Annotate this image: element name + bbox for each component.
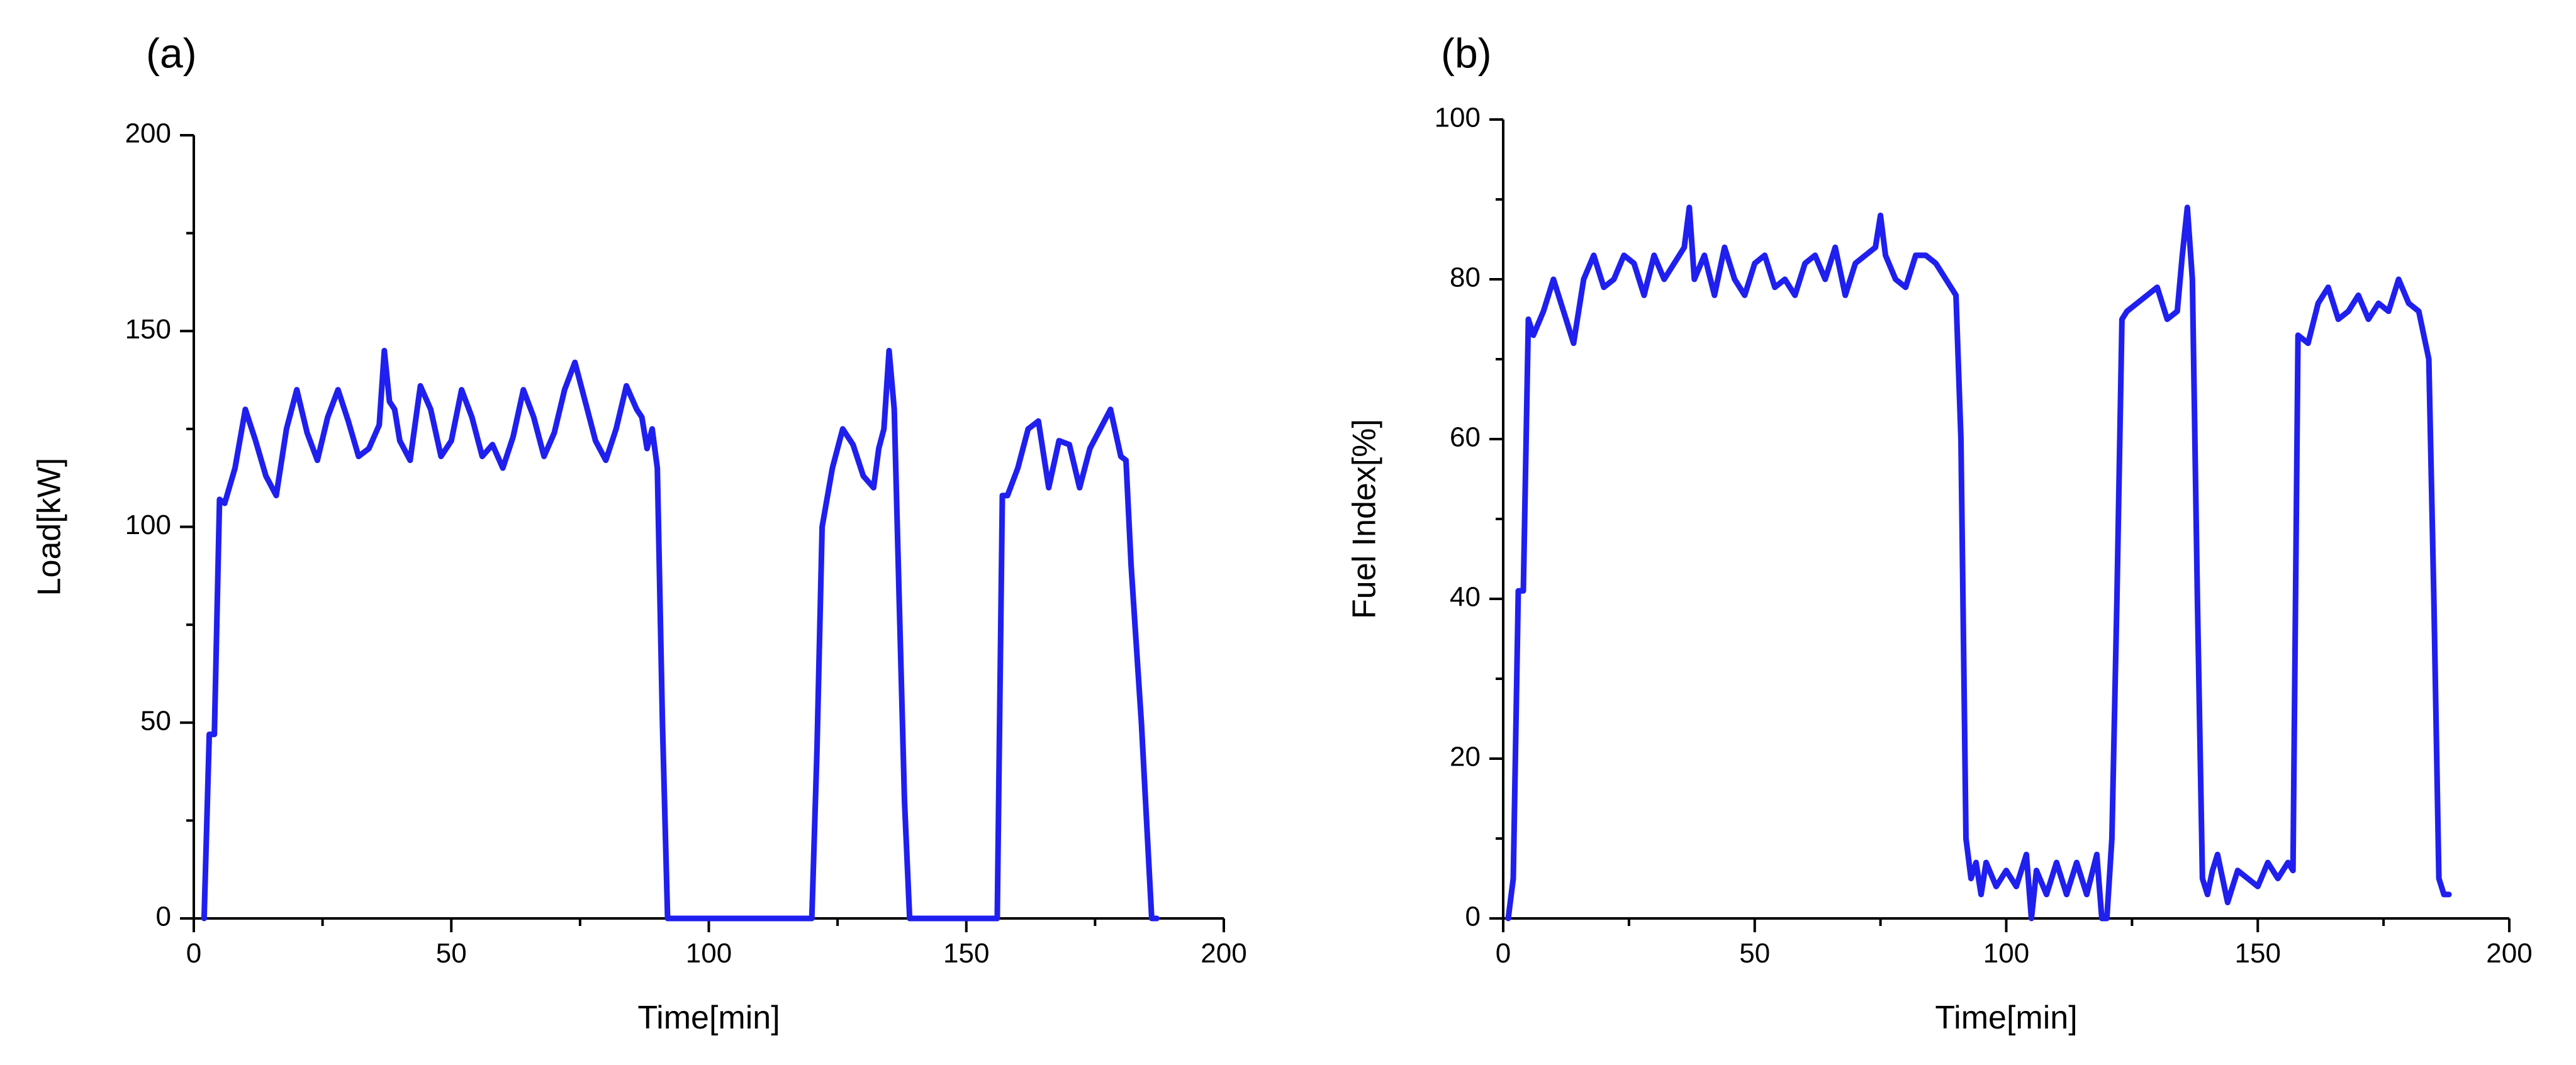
y-tick-label: 200: [125, 118, 171, 149]
y-axis-title: Load[kW]: [31, 458, 68, 596]
series-line-0: [1505, 204, 2452, 922]
x-tick-label: 200: [2486, 938, 2532, 969]
y-tick-label: 20: [1450, 742, 1481, 772]
x-tick-label: 100: [1983, 938, 2029, 969]
panel-label: (b): [1441, 30, 1492, 76]
y-tick-label: 60: [1450, 422, 1481, 453]
y-tick-label: 100: [125, 510, 171, 540]
y-tick-label: 50: [140, 705, 171, 736]
series-line-0: [201, 347, 1160, 922]
x-tick-label: 150: [943, 938, 989, 969]
x-axis-title: Time[min]: [1935, 1000, 2077, 1036]
x-tick-label: 50: [436, 938, 467, 969]
y-tick-label: 0: [1465, 901, 1481, 932]
y-tick-label: 150: [125, 314, 171, 345]
chart-panel-b: (b) 0 50 100 150 200 0 20 40 60 80 100 Time[min] Fuel…: [1347, 30, 2533, 1036]
x-axis-title: Time[min]: [637, 1000, 780, 1036]
y-tick-label: 40: [1450, 582, 1481, 613]
x-tick-label: 150: [2235, 938, 2281, 969]
chart-panel-a: (a) 0 50 100 150 200 0 50 100 150 200 Time[min] Load…: [31, 30, 1247, 1036]
y-tick-label: 80: [1450, 262, 1481, 293]
x-tick-label: 50: [1739, 938, 1770, 969]
x-tick-label: 100: [686, 938, 732, 969]
y-tick-label: 100: [1435, 103, 1481, 133]
x-tick-label: 200: [1201, 938, 1246, 969]
y-axis-title: Fuel Index[%]: [1347, 419, 1383, 619]
panel-label: (a): [146, 30, 197, 76]
y-tick-label: 0: [156, 901, 171, 932]
x-tick-label: 0: [1496, 938, 1511, 969]
x-tick-label: 0: [186, 938, 201, 969]
